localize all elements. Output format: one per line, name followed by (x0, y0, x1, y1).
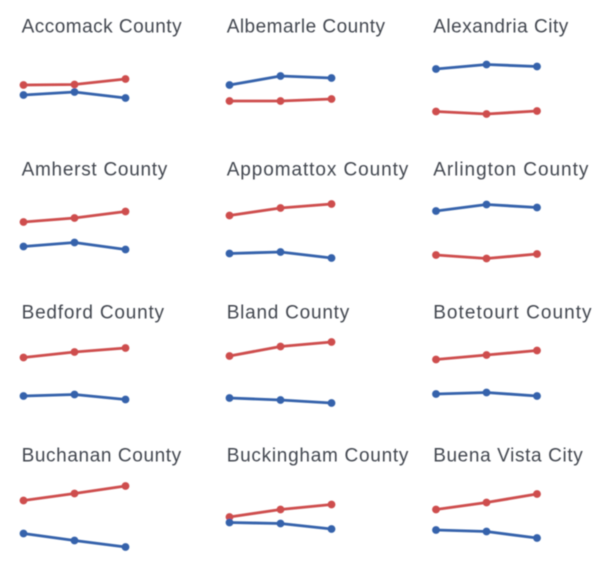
svg-text:Buena Vista City: Buena Vista City (433, 446, 583, 467)
svg-text:Appomattox County: Appomattox County (227, 160, 410, 181)
svg-text:Buchanan County: Buchanan County (22, 446, 182, 467)
svg-text:Accomack County: Accomack County (22, 17, 182, 38)
svg-text:Albemarle County: Albemarle County (227, 17, 386, 38)
svg-text:Bland County: Bland County (227, 303, 350, 324)
svg-text:Buckingham County: Buckingham County (227, 446, 409, 467)
svg-text:Alexandria City: Alexandria City (433, 17, 569, 38)
svg-text:Botetourt County: Botetourt County (433, 303, 592, 324)
svg-text:Arlington County: Arlington County (433, 160, 589, 181)
svg-text:Amherst County: Amherst County (22, 160, 168, 181)
svg-text:Bedford County: Bedford County (22, 303, 165, 324)
